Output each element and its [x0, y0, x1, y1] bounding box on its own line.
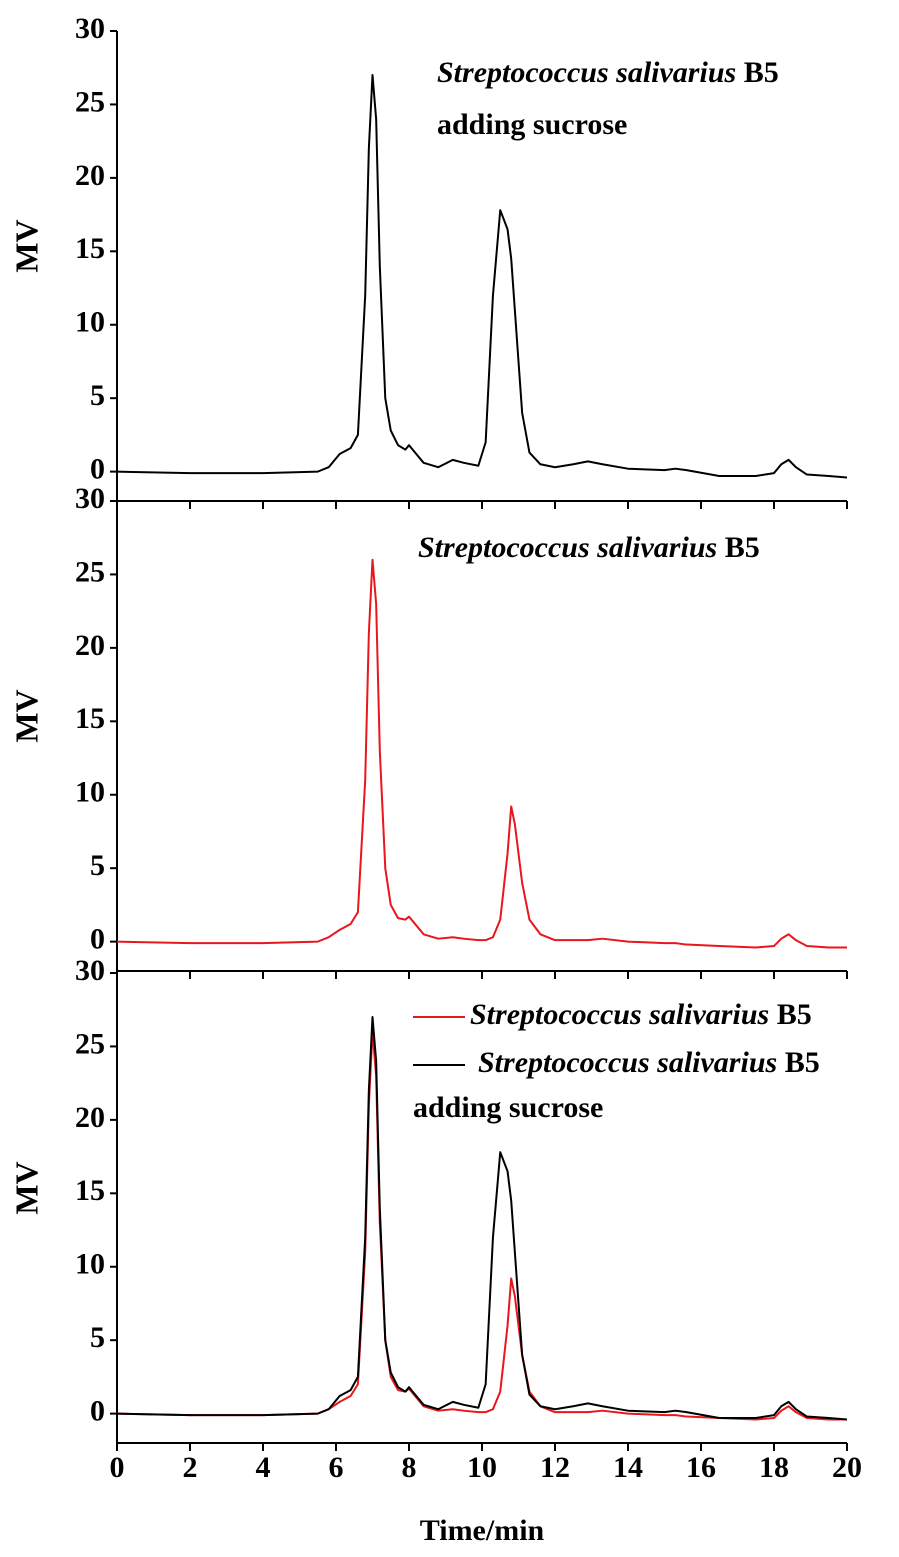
y-tick-label: 0: [90, 453, 105, 486]
x-axis-label: Time/min: [420, 1514, 545, 1547]
y-tick-label: 15: [75, 702, 105, 735]
y-axis-label: MV: [8, 689, 44, 742]
y-tick-label: 30: [75, 482, 105, 515]
y-tick-label: 30: [75, 954, 105, 987]
y-tick-label: 15: [75, 1174, 105, 1207]
x-tick-label: 8: [402, 1451, 417, 1484]
y-tick-label: 30: [75, 12, 105, 45]
x-tick-label: 6: [329, 1451, 344, 1484]
y-tick-label: 20: [75, 159, 105, 192]
y-tick-label: 25: [75, 555, 105, 588]
y-tick-label: 5: [90, 1321, 105, 1354]
x-tick-label: 10: [467, 1451, 497, 1484]
x-tick-label: 14: [613, 1451, 643, 1484]
y-tick-label: 0: [90, 1395, 105, 1428]
x-tick-label: 0: [110, 1451, 125, 1484]
y-tick-label: 25: [75, 85, 105, 118]
annotation: Streptococcus salivarius B5: [418, 531, 760, 564]
x-tick-label: 16: [686, 1451, 716, 1484]
y-tick-label: 20: [75, 1101, 105, 1134]
line: [116, 74, 848, 479]
legend-label: Streptococcus salivarius B5 adding sucro…: [413, 1046, 827, 1124]
annotation: Streptococcus salivarius B5 adding sucro…: [437, 56, 786, 141]
y-tick-label: 10: [75, 306, 105, 339]
y-tick-label: 5: [90, 379, 105, 412]
line: [116, 1016, 848, 1421]
x-tick-label: 18: [759, 1451, 789, 1484]
legend-label: Streptococcus salivarius B5: [470, 998, 812, 1031]
y-tick-label: 10: [75, 1248, 105, 1281]
y-axis-label: MV: [8, 219, 44, 272]
y-tick-label: 20: [75, 629, 105, 662]
y-tick-label: 25: [75, 1027, 105, 1060]
y-tick-label: 15: [75, 232, 105, 265]
x-tick-label: 12: [540, 1451, 570, 1484]
y-tick-label: 5: [90, 849, 105, 882]
y-axis-label: MV: [8, 1161, 44, 1214]
x-tick-label: 4: [256, 1451, 271, 1484]
x-tick-label: 20: [832, 1451, 862, 1484]
x-tick-label: 2: [183, 1451, 198, 1484]
y-tick-label: 10: [75, 776, 105, 809]
line: [116, 558, 847, 949]
y-tick-label: 0: [90, 923, 105, 956]
